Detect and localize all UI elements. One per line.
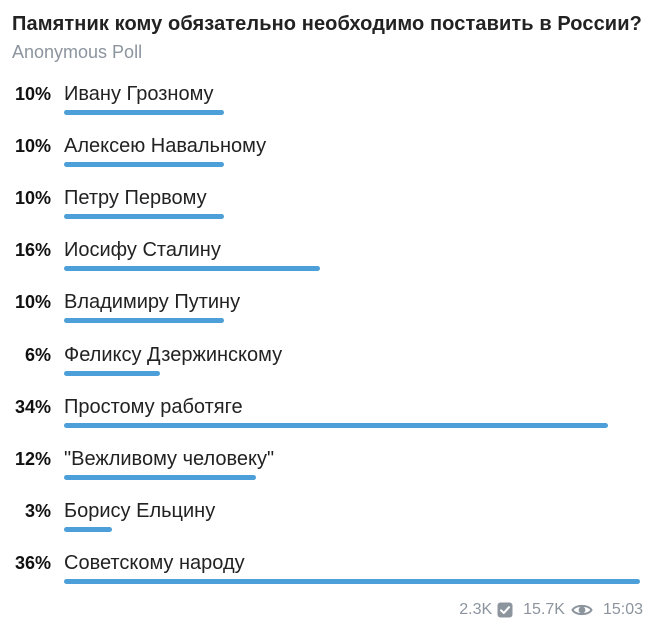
poll-option: 34% Простому работяге [0, 395, 651, 447]
option-result-bar [64, 318, 224, 324]
poll-option: 6% Феликсу Дзержинскому [0, 343, 651, 395]
option-percent: 12% [14, 448, 51, 469]
option-result-bar [64, 214, 224, 220]
option-label: Советскому народу [64, 551, 245, 574]
option-result-bar [64, 110, 224, 115]
poll-option: 12% "Вежливому человеку" [0, 447, 651, 499]
option-percent: 6% [24, 344, 51, 365]
option-label: Ивану Грозному [64, 83, 214, 105]
poll-option: 16% Иосифу Сталину [0, 239, 651, 290]
option-percent: 10% [14, 136, 51, 157]
option-percent: 34% [14, 396, 51, 417]
option-result-bar [64, 266, 320, 272]
poll-option: 36% Советскому народу [0, 551, 651, 603]
option-percent: 36% [14, 552, 51, 573]
option-result-bar [64, 578, 640, 584]
option-label: "Вежливому человеку" [64, 447, 275, 470]
option-label: Борису Ельцину [64, 499, 216, 522]
option-result-bar [64, 526, 112, 532]
option-percent: 16% [14, 240, 51, 261]
poll-option: 10% Ивану Грозному [0, 83, 651, 134]
option-label: Иосифу Сталину [64, 239, 221, 262]
option-label: Простому работяге [64, 395, 243, 418]
poll-option: 10% Алексею Навальному [0, 135, 651, 186]
option-label: Алексею Навальному [64, 135, 267, 158]
option-percent: 3% [24, 500, 51, 521]
option-result-bar [64, 422, 608, 428]
poll-option: 3% Борису Ельцину [0, 499, 651, 551]
option-percent: 10% [14, 84, 51, 104]
option-result-bar [64, 370, 160, 376]
message-meta: 2.3K 15.7K 15:03 [459, 599, 643, 621]
eye-icon [571, 602, 593, 618]
poll-option: 10% Владимиру Путину [0, 291, 651, 342]
message-time: 15:03 [602, 601, 643, 618]
check-box-icon [497, 602, 513, 618]
option-result-bar [64, 162, 224, 168]
poll-type-label: Anonymous Poll [12, 42, 143, 62]
voters-count: 2.3K [459, 601, 493, 618]
option-label: Петру Первому [64, 187, 207, 210]
option-result-bar [64, 474, 256, 480]
option-label: Феликсу Дзержинскому [64, 343, 283, 366]
poll-question: Памятник кому обязательно необходимо пос… [12, 13, 642, 35]
option-percent: 10% [14, 188, 51, 209]
poll-option: 10% Петру Первому [0, 187, 651, 238]
option-label: Владимиру Путину [64, 291, 241, 314]
views-count: 15.7K [523, 601, 565, 618]
option-percent: 10% [14, 292, 51, 313]
